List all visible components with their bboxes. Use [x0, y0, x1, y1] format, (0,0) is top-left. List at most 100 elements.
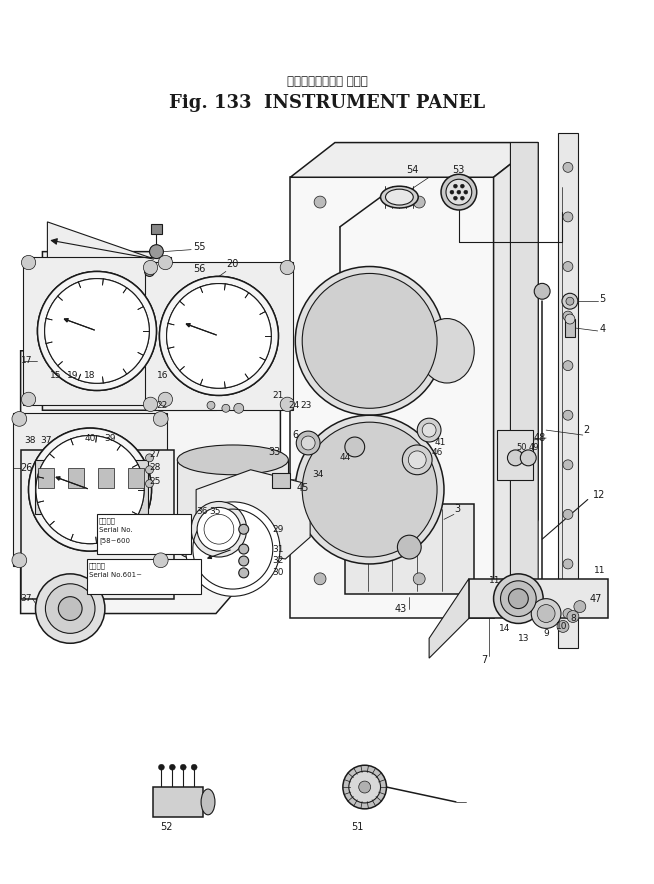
Bar [94, 460, 118, 514]
Text: 8: 8 [570, 614, 576, 623]
Circle shape [508, 450, 523, 466]
Circle shape [413, 196, 425, 208]
Text: 53: 53 [452, 165, 464, 175]
Polygon shape [494, 142, 538, 619]
Text: インスツルメント パネル: インスツルメント パネル [286, 74, 368, 88]
Circle shape [534, 284, 550, 299]
Circle shape [160, 277, 279, 395]
Circle shape [222, 404, 230, 412]
Circle shape [531, 598, 561, 629]
Circle shape [563, 559, 573, 569]
Circle shape [35, 574, 105, 644]
Text: 28: 28 [150, 463, 161, 472]
Polygon shape [43, 252, 216, 410]
Polygon shape [558, 133, 578, 648]
Text: 12: 12 [593, 490, 605, 499]
Circle shape [450, 190, 454, 194]
Text: Serial No.601~: Serial No.601~ [89, 572, 142, 578]
Polygon shape [177, 460, 288, 549]
Text: 9: 9 [543, 629, 549, 638]
Polygon shape [290, 178, 494, 619]
Text: 5: 5 [600, 294, 606, 304]
Circle shape [343, 766, 387, 809]
Text: 20: 20 [226, 258, 238, 269]
Circle shape [36, 436, 144, 544]
Text: 14: 14 [498, 624, 510, 633]
Circle shape [422, 423, 436, 437]
Circle shape [398, 535, 421, 559]
Circle shape [146, 466, 154, 474]
Text: 13: 13 [519, 634, 530, 643]
Bar [64, 460, 88, 514]
Circle shape [22, 255, 36, 270]
Circle shape [345, 437, 365, 457]
Circle shape [191, 765, 197, 770]
Circle shape [37, 271, 156, 391]
Bar [13, 413, 167, 567]
Circle shape [158, 392, 173, 407]
Text: 適用号機: 適用号機 [99, 517, 116, 524]
Bar [345, 505, 473, 594]
Circle shape [295, 415, 444, 564]
Bar [21, 450, 175, 598]
Text: 47: 47 [590, 594, 602, 604]
Circle shape [314, 196, 326, 208]
Bar [87, 559, 201, 594]
Polygon shape [21, 351, 281, 613]
Text: 44: 44 [340, 453, 351, 462]
Ellipse shape [177, 534, 288, 564]
Circle shape [500, 581, 536, 616]
Circle shape [460, 184, 464, 188]
Circle shape [12, 412, 27, 426]
Circle shape [563, 608, 573, 619]
Bar [39, 468, 54, 488]
Circle shape [563, 163, 573, 172]
Circle shape [567, 611, 579, 622]
Polygon shape [429, 579, 469, 659]
Polygon shape [290, 142, 538, 178]
Circle shape [145, 266, 154, 277]
Bar [124, 460, 148, 514]
Circle shape [186, 502, 280, 597]
Circle shape [58, 597, 82, 621]
Circle shape [167, 284, 271, 388]
Circle shape [557, 621, 569, 632]
Circle shape [143, 261, 158, 275]
Text: 43: 43 [394, 604, 407, 613]
Text: 7: 7 [482, 655, 488, 665]
Circle shape [460, 196, 464, 200]
Text: 56: 56 [193, 264, 205, 274]
Circle shape [143, 397, 158, 411]
Circle shape [402, 445, 432, 475]
Circle shape [239, 556, 249, 566]
Text: 48: 48 [533, 433, 545, 443]
Text: 11: 11 [594, 567, 605, 575]
Text: [58~600: [58~600 [99, 537, 130, 544]
Text: 55: 55 [193, 241, 205, 252]
Text: 17: 17 [21, 356, 32, 365]
Circle shape [29, 428, 152, 551]
Circle shape [563, 361, 573, 370]
Text: 49: 49 [528, 444, 539, 453]
Circle shape [153, 412, 168, 426]
Text: 25: 25 [150, 477, 161, 486]
Circle shape [563, 311, 573, 321]
Circle shape [29, 428, 152, 551]
Text: 52: 52 [160, 822, 173, 832]
Ellipse shape [420, 318, 474, 383]
Circle shape [301, 436, 315, 450]
Circle shape [146, 480, 154, 488]
Circle shape [494, 574, 543, 623]
Circle shape [146, 453, 154, 461]
Circle shape [464, 190, 468, 194]
Text: 41: 41 [434, 438, 445, 447]
Ellipse shape [177, 445, 288, 475]
Text: 2: 2 [583, 425, 589, 435]
Circle shape [160, 277, 279, 395]
Text: 50: 50 [517, 444, 527, 453]
Circle shape [302, 273, 437, 408]
Circle shape [36, 436, 144, 544]
Circle shape [453, 184, 457, 188]
Circle shape [150, 245, 164, 259]
Circle shape [521, 450, 536, 466]
